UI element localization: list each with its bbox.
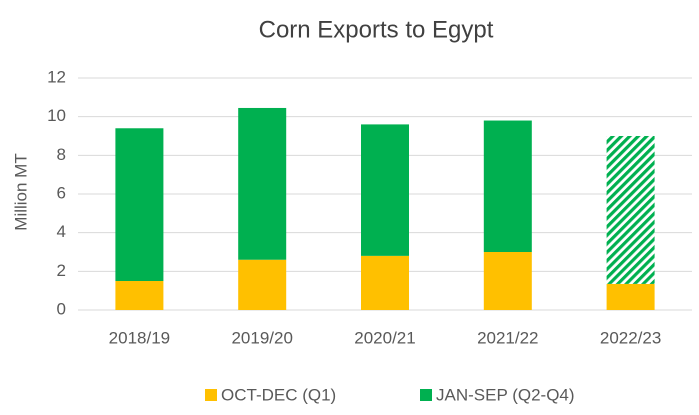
- y-tick-label: 8: [57, 145, 66, 164]
- legend-label: OCT-DEC (Q1): [221, 385, 336, 404]
- legend-swatch: [205, 389, 217, 401]
- bar-segment: [606, 136, 655, 284]
- bar-segment: [483, 252, 532, 310]
- legend-label: JAN-SEP (Q2-Q4): [436, 385, 575, 404]
- x-tick-label: 2020/21: [354, 328, 415, 347]
- bar-segment: [238, 107, 287, 260]
- legend-swatch: [420, 389, 432, 401]
- bar-segment: [115, 128, 164, 281]
- y-tick-label: 12: [47, 67, 66, 86]
- bar-segment: [361, 124, 409, 256]
- y-tick-label: 2: [57, 261, 66, 280]
- x-tick-label: 2021/22: [477, 328, 538, 347]
- y-tick-label: 6: [57, 183, 66, 202]
- y-axis-label: Million MT: [11, 153, 30, 230]
- y-tick-label: 0: [57, 299, 66, 318]
- bar-segment: [361, 255, 409, 310]
- x-tick-label: 2019/20: [231, 328, 292, 347]
- y-tick-label: 10: [47, 106, 66, 125]
- bar-segment: [238, 259, 287, 310]
- x-tick-label: 2022/23: [600, 328, 661, 347]
- y-tick-label: 4: [57, 222, 66, 241]
- bar-segment: [115, 281, 164, 310]
- bar-segment: [606, 283, 655, 310]
- bar-segment: [483, 120, 532, 253]
- x-tick-label: 2018/19: [109, 328, 170, 347]
- chart-title: Corn Exports to Egypt: [259, 16, 494, 43]
